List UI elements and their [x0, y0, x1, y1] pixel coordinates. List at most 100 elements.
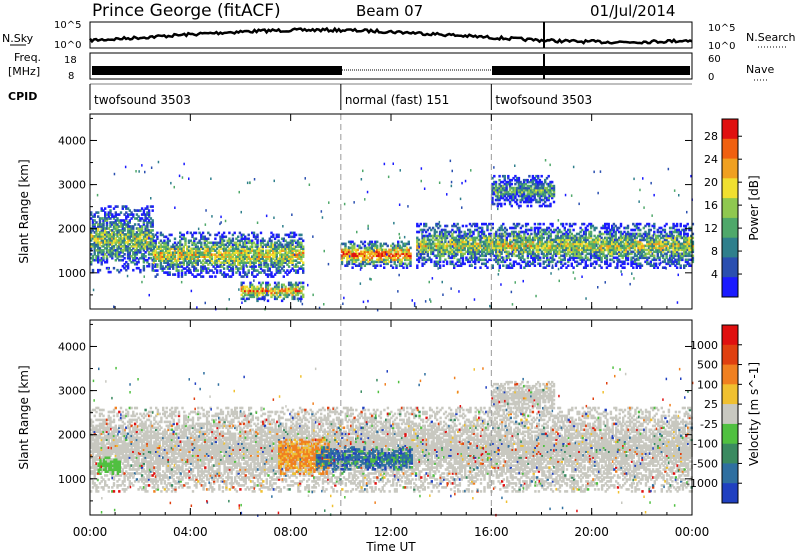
- echo-cell: [237, 247, 240, 251]
- echo-cell: [503, 234, 507, 238]
- echo-cell: [523, 234, 526, 238]
- echo-cell: [498, 244, 501, 248]
- echo-cell: [474, 262, 477, 266]
- echo-cell: [395, 258, 398, 262]
- echo-cell: [270, 289, 273, 293]
- echo-cell: [547, 246, 551, 250]
- echo-cell: [440, 250, 444, 254]
- echo-cell: [426, 252, 429, 256]
- echo-cell: [125, 241, 128, 244]
- echo-cell: [523, 250, 526, 254]
- echo-speckle: [359, 282, 362, 285]
- echo-cell: [460, 244, 463, 248]
- echo-cell: [370, 242, 374, 246]
- echo-cell: [109, 251, 112, 254]
- echo-cell: [111, 253, 114, 256]
- echo-cell: [502, 246, 505, 250]
- echo-cell: [251, 293, 254, 297]
- echo-cell: [428, 232, 431, 236]
- echo-cell: [386, 254, 389, 258]
- echo-cell: [173, 273, 177, 276]
- echo-cell: [521, 252, 524, 256]
- echo-cell: [119, 268, 123, 272]
- echo-cell: [437, 240, 440, 244]
- echo-cell: [512, 244, 516, 248]
- echo-cell: [105, 235, 109, 238]
- echo-cell: [166, 261, 170, 264]
- echo-cell: [430, 234, 433, 238]
- echo-cell: [383, 242, 386, 246]
- echo-cell: [514, 236, 517, 240]
- echo-cell: [468, 260, 472, 264]
- echo-cell: [249, 289, 252, 293]
- echo-cell: [549, 228, 552, 232]
- echo-cell: [477, 260, 480, 264]
- echo-cell: [237, 259, 240, 262]
- echo-cell: [172, 261, 175, 264]
- echo-cell: [224, 255, 228, 258]
- echo-cell: [219, 271, 222, 274]
- echo-cell: [133, 241, 137, 244]
- echo-cell: [482, 230, 486, 234]
- echo-cell: [486, 252, 489, 256]
- echo-cell: [484, 234, 487, 238]
- echo-cell: [230, 241, 233, 245]
- echo-cell: [524, 250, 528, 254]
- echo-cell: [533, 222, 537, 226]
- echo-cell: [203, 265, 206, 268]
- echo-cell: [384, 262, 388, 266]
- echo-cell: [433, 244, 436, 248]
- echo-cell: [191, 257, 194, 260]
- echo-cell: [542, 260, 545, 264]
- echo-cell: [90, 256, 93, 260]
- echo-cell: [481, 252, 484, 256]
- echo-cell: [277, 263, 280, 266]
- echo-cell: [116, 268, 119, 272]
- echo-cell: [472, 250, 475, 254]
- echo-cell: [102, 231, 105, 234]
- echo-cell: [512, 248, 516, 252]
- echo-cell: [97, 237, 100, 240]
- echo-cell: [398, 246, 402, 250]
- echo-speckle: [457, 253, 459, 256]
- echo-cell: [398, 264, 402, 267]
- echo-cell: [384, 250, 388, 254]
- echo-cell: [451, 250, 454, 254]
- echo-cell: [509, 226, 512, 230]
- echo-cell: [152, 265, 156, 268]
- echo-cell: [539, 262, 542, 266]
- echo-cell: [539, 256, 542, 260]
- echo-cell: [424, 240, 428, 244]
- echo-cell: [653, 230, 656, 234]
- echo-cell: [207, 231, 210, 235]
- echo-cell: [544, 254, 547, 258]
- echo-cell: [393, 250, 396, 254]
- echo-cell: [544, 228, 547, 232]
- echo-cell: [203, 253, 206, 256]
- echo-cell: [93, 258, 96, 262]
- echo-cell: [626, 262, 630, 266]
- echo-cell: [242, 241, 245, 245]
- echo-cell: [247, 237, 250, 241]
- echo-cell: [472, 248, 475, 252]
- echo-cell: [272, 265, 275, 268]
- echo-cell: [505, 244, 508, 248]
- echo-cell: [539, 242, 542, 246]
- echo-cell: [112, 235, 116, 238]
- echo-cell: [222, 271, 226, 274]
- echo-cell: [270, 275, 273, 278]
- echo-cell: [146, 227, 149, 230]
- echo-cell: [177, 275, 180, 278]
- echo-cell: [460, 256, 463, 260]
- echo-cell: [194, 249, 198, 252]
- echo-cell: [294, 241, 298, 245]
- echo-cell: [358, 262, 361, 266]
- echo-cell: [302, 253, 305, 256]
- echo-cell: [240, 237, 243, 241]
- echo-cell: [547, 236, 551, 240]
- echo-cell: [119, 258, 123, 262]
- echo-cell: [275, 285, 278, 289]
- echo-cell: [521, 248, 524, 252]
- echo-cell: [421, 228, 424, 232]
- echo-cell: [500, 238, 503, 242]
